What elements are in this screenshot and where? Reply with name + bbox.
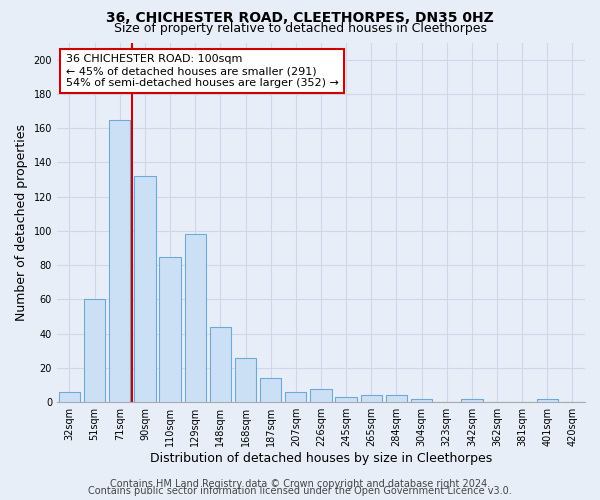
Text: 36, CHICHESTER ROAD, CLEETHORPES, DN35 0HZ: 36, CHICHESTER ROAD, CLEETHORPES, DN35 0… [106, 11, 494, 25]
Bar [109, 120, 130, 402]
Text: Contains public sector information licensed under the Open Government Licence v3: Contains public sector information licen… [88, 486, 512, 496]
Text: Contains HM Land Registry data © Crown copyright and database right 2024.: Contains HM Land Registry data © Crown c… [110, 479, 490, 489]
Y-axis label: Number of detached properties: Number of detached properties [15, 124, 28, 321]
Bar [411, 399, 432, 402]
Bar [260, 378, 281, 402]
Bar [310, 388, 332, 402]
Bar [386, 396, 407, 402]
Bar [59, 392, 80, 402]
Bar [536, 399, 558, 402]
Bar [185, 234, 206, 402]
Bar [461, 399, 482, 402]
Bar [361, 396, 382, 402]
Bar [160, 256, 181, 402]
Bar [134, 176, 155, 402]
Bar [285, 392, 307, 402]
Bar [335, 397, 357, 402]
Bar [235, 358, 256, 402]
Text: 36 CHICHESTER ROAD: 100sqm
← 45% of detached houses are smaller (291)
54% of sem: 36 CHICHESTER ROAD: 100sqm ← 45% of deta… [66, 54, 338, 88]
Bar [84, 300, 106, 402]
X-axis label: Distribution of detached houses by size in Cleethorpes: Distribution of detached houses by size … [150, 452, 492, 465]
Bar [209, 327, 231, 402]
Text: Size of property relative to detached houses in Cleethorpes: Size of property relative to detached ho… [113, 22, 487, 35]
